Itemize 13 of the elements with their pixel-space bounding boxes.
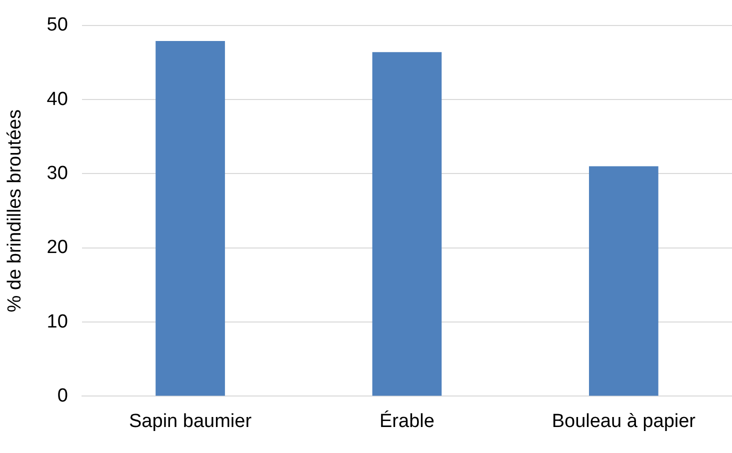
x-tick-label: Érable bbox=[380, 410, 434, 432]
y-tick-label: 0 bbox=[57, 385, 68, 406]
x-tick-label: Sapin baumier bbox=[129, 410, 252, 432]
bar bbox=[588, 166, 658, 396]
x-tick-label: Bouleau à papier bbox=[552, 410, 696, 432]
bar bbox=[372, 52, 442, 396]
y-tick-label: 50 bbox=[46, 14, 68, 36]
y-tick-label: 20 bbox=[46, 237, 68, 258]
y-tick-label: 30 bbox=[46, 162, 68, 184]
bar bbox=[156, 40, 225, 396]
y-axis-title: % de brindilles broutées bbox=[4, 109, 26, 312]
y-tick-label: 40 bbox=[46, 88, 68, 110]
y-tick-label: 10 bbox=[46, 311, 68, 332]
